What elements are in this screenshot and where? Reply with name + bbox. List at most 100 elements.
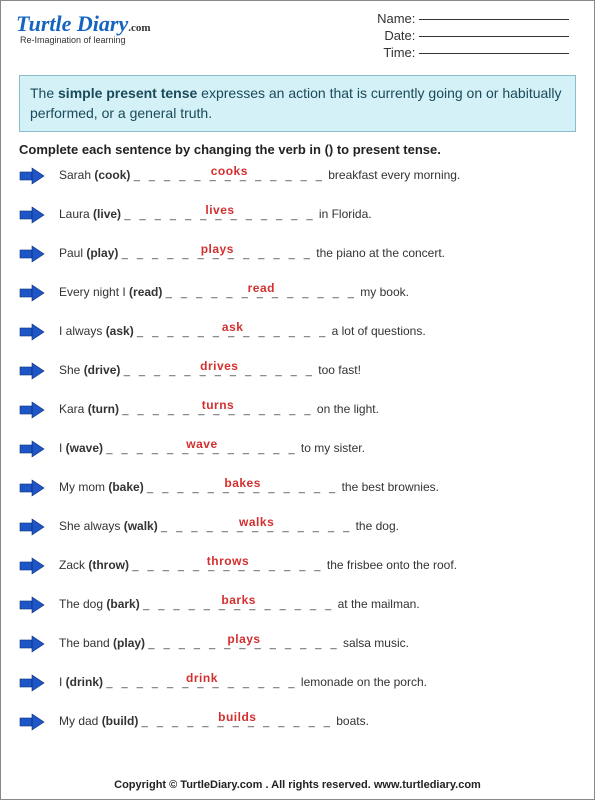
- sentence-verb: (drink): [66, 675, 107, 689]
- sentence: She always (walk) _ _ _ _ _ _ _ _ _ _ _ …: [59, 518, 399, 535]
- header-blank-line[interactable]: [419, 19, 569, 20]
- arrow-icon: [19, 518, 45, 536]
- sentence-verb: (turn): [88, 402, 123, 416]
- answer-blank[interactable]: _ _ _ _ _ _ _ _ _ _ _ _ _drink: [106, 676, 297, 691]
- header-blank-label: Time:: [383, 45, 419, 60]
- answer-blank[interactable]: _ _ _ _ _ _ _ _ _ _ _ _ _turns: [122, 403, 313, 418]
- arrow-icon: [19, 440, 45, 458]
- answer-blank[interactable]: _ _ _ _ _ _ _ _ _ _ _ _ _plays: [148, 637, 339, 652]
- sentence-before: My mom: [59, 480, 108, 494]
- arrow-icon: [19, 362, 45, 380]
- sentence-before: I: [59, 675, 66, 689]
- sentence-before: I: [59, 441, 66, 455]
- question-row: Zack (throw) _ _ _ _ _ _ _ _ _ _ _ _ _th…: [19, 557, 576, 575]
- sentence: Paul (play) _ _ _ _ _ _ _ _ _ _ _ _ _pla…: [59, 245, 445, 262]
- sentence-after: in Florida.: [316, 207, 372, 221]
- sentence-before: She always: [59, 519, 124, 533]
- sentence-after: a lot of questions.: [328, 324, 425, 338]
- arrow-icon: [19, 713, 45, 731]
- sentence: I (wave) _ _ _ _ _ _ _ _ _ _ _ _ _wave t…: [59, 440, 365, 457]
- arrow-icon: [19, 674, 45, 692]
- logo: Turtle Diary.com: [16, 11, 151, 37]
- sentence: The band (play) _ _ _ _ _ _ _ _ _ _ _ _ …: [59, 635, 409, 652]
- footer-text: Copyright © TurtleDiary.com . All rights…: [1, 779, 594, 791]
- sentence: My mom (bake) _ _ _ _ _ _ _ _ _ _ _ _ _b…: [59, 479, 439, 496]
- answer-blank[interactable]: _ _ _ _ _ _ _ _ _ _ _ _ _builds: [142, 715, 333, 730]
- sentence-before: I always: [59, 324, 106, 338]
- header-blank-label: Name:: [377, 11, 419, 26]
- worksheet-header: Turtle Diary.com Re-Imagination of learn…: [1, 1, 594, 67]
- sentence-before: Laura: [59, 207, 93, 221]
- answer-blank[interactable]: _ _ _ _ _ _ _ _ _ _ _ _ _walks: [161, 520, 352, 535]
- sentence-after: boats.: [333, 714, 369, 728]
- question-row: I always (ask) _ _ _ _ _ _ _ _ _ _ _ _ _…: [19, 323, 576, 341]
- question-row: The dog (bark) _ _ _ _ _ _ _ _ _ _ _ _ _…: [19, 596, 576, 614]
- answer-text: barks: [143, 592, 334, 609]
- answer-blank[interactable]: _ _ _ _ _ _ _ _ _ _ _ _ _lives: [124, 208, 315, 223]
- logo-tagline: Re-Imagination of learning: [20, 35, 151, 45]
- sentence-after: at the mailman.: [334, 597, 419, 611]
- sentence: Sarah (cook) _ _ _ _ _ _ _ _ _ _ _ _ _co…: [59, 167, 460, 184]
- sentence-verb: (play): [86, 246, 121, 260]
- sentence-verb: (live): [93, 207, 124, 221]
- question-row: Every night I (read) _ _ _ _ _ _ _ _ _ _…: [19, 284, 576, 302]
- arrow-icon: [19, 245, 45, 263]
- answer-text: drives: [124, 358, 315, 375]
- answer-blank[interactable]: _ _ _ _ _ _ _ _ _ _ _ _ _throws: [132, 559, 323, 574]
- sentence-before: The band: [59, 636, 113, 650]
- answer-blank[interactable]: _ _ _ _ _ _ _ _ _ _ _ _ _bakes: [147, 481, 338, 496]
- sentence-verb: (throw): [88, 558, 132, 572]
- sentence-before: Kara: [59, 402, 88, 416]
- answer-text: walks: [161, 514, 352, 531]
- question-row: I (wave) _ _ _ _ _ _ _ _ _ _ _ _ _wave t…: [19, 440, 576, 458]
- header-blank-row: Time:: [377, 45, 569, 60]
- answer-blank[interactable]: _ _ _ _ _ _ _ _ _ _ _ _ _ask: [137, 325, 328, 340]
- sentence: Every night I (read) _ _ _ _ _ _ _ _ _ _…: [59, 284, 409, 301]
- header-blank-line[interactable]: [419, 53, 569, 54]
- sentence-after: to my sister.: [298, 441, 365, 455]
- sentence-after: too fast!: [315, 363, 361, 377]
- sentence-after: salsa music.: [340, 636, 409, 650]
- answer-blank[interactable]: _ _ _ _ _ _ _ _ _ _ _ _ _drives: [124, 364, 315, 379]
- sentence: I always (ask) _ _ _ _ _ _ _ _ _ _ _ _ _…: [59, 323, 426, 340]
- answer-blank[interactable]: _ _ _ _ _ _ _ _ _ _ _ _ _cooks: [134, 169, 325, 184]
- question-row: Paul (play) _ _ _ _ _ _ _ _ _ _ _ _ _pla…: [19, 245, 576, 263]
- sentence-after: the piano at the concert.: [313, 246, 445, 260]
- answer-blank[interactable]: _ _ _ _ _ _ _ _ _ _ _ _ _wave: [106, 442, 297, 457]
- sentence-after: the dog.: [352, 519, 399, 533]
- answer-blank[interactable]: _ _ _ _ _ _ _ _ _ _ _ _ _read: [166, 286, 357, 301]
- sentence-verb: (build): [102, 714, 142, 728]
- header-blanks: Name: Date: Time:: [377, 11, 569, 62]
- answer-text: plays: [122, 241, 313, 258]
- question-row: My dad (build) _ _ _ _ _ _ _ _ _ _ _ _ _…: [19, 713, 576, 731]
- header-blank-row: Date:: [377, 28, 569, 43]
- answer-text: lives: [124, 202, 315, 219]
- answer-text: ask: [137, 319, 328, 336]
- question-row: The band (play) _ _ _ _ _ _ _ _ _ _ _ _ …: [19, 635, 576, 653]
- arrow-icon: [19, 284, 45, 302]
- sentence-verb: (cook): [94, 168, 133, 182]
- questions-list: Sarah (cook) _ _ _ _ _ _ _ _ _ _ _ _ _co…: [19, 167, 576, 731]
- answer-text: plays: [148, 631, 339, 648]
- sentence: Laura (live) _ _ _ _ _ _ _ _ _ _ _ _ _li…: [59, 206, 372, 223]
- sentence-verb: (walk): [124, 519, 161, 533]
- sentence-verb: (bake): [108, 480, 147, 494]
- question-row: Kara (turn) _ _ _ _ _ _ _ _ _ _ _ _ _tur…: [19, 401, 576, 419]
- answer-text: cooks: [134, 163, 325, 180]
- sentence-after: breakfast every morning.: [325, 168, 460, 182]
- question-row: She (drive) _ _ _ _ _ _ _ _ _ _ _ _ _dri…: [19, 362, 576, 380]
- task-text: Complete each sentence by changing the v…: [19, 142, 576, 157]
- header-blank-label: Date:: [384, 28, 419, 43]
- answer-blank[interactable]: _ _ _ _ _ _ _ _ _ _ _ _ _plays: [122, 247, 313, 262]
- sentence: She (drive) _ _ _ _ _ _ _ _ _ _ _ _ _dri…: [59, 362, 361, 379]
- question-row: Laura (live) _ _ _ _ _ _ _ _ _ _ _ _ _li…: [19, 206, 576, 224]
- arrow-icon: [19, 557, 45, 575]
- sentence: My dad (build) _ _ _ _ _ _ _ _ _ _ _ _ _…: [59, 713, 369, 730]
- sentence-before: Paul: [59, 246, 86, 260]
- answer-text: turns: [122, 397, 313, 414]
- answer-blank[interactable]: _ _ _ _ _ _ _ _ _ _ _ _ _barks: [143, 598, 334, 613]
- header-blank-line[interactable]: [419, 36, 569, 37]
- arrow-icon: [19, 167, 45, 185]
- answer-text: wave: [106, 436, 297, 453]
- answer-text: drink: [106, 670, 297, 687]
